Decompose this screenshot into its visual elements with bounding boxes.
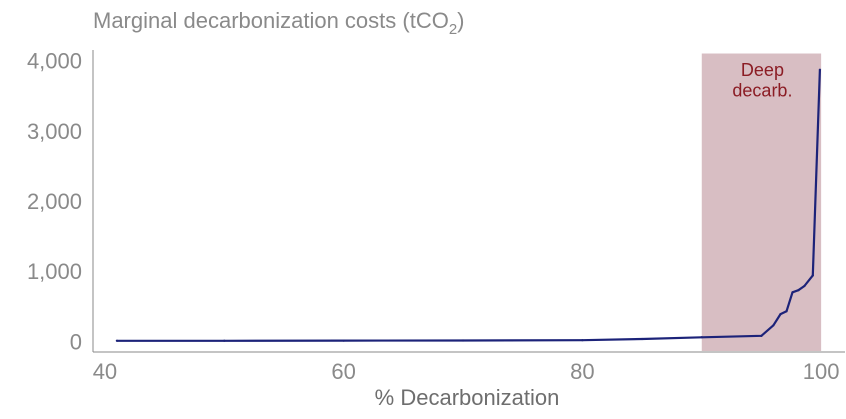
band-label-line2: decarb. — [732, 80, 792, 100]
y-tick-label: 2,000 — [27, 189, 82, 214]
data-point — [640, 337, 644, 341]
data-point — [811, 274, 814, 277]
data-point — [779, 312, 782, 316]
data-point — [700, 336, 703, 339]
deep-decarb-band — [701, 53, 822, 351]
y-tick-labels: 0 1,000 2,000 3,000 4,000 — [27, 49, 82, 355]
data-point — [760, 334, 763, 337]
data-point — [803, 284, 806, 288]
series-points — [115, 68, 822, 342]
data-point — [581, 339, 584, 342]
y-tick-label: 1,000 — [27, 259, 82, 284]
band-label-line1: Deep — [741, 60, 784, 80]
data-point — [818, 68, 822, 71]
data-point — [461, 339, 465, 342]
x-tick-label: 100 — [803, 359, 840, 384]
y-tick-label: 0 — [70, 329, 82, 354]
data-point — [115, 339, 118, 342]
title-subscript: 2 — [449, 21, 457, 38]
series-line — [116, 69, 821, 342]
x-tick-label: 60 — [331, 359, 355, 384]
data-point — [342, 339, 345, 342]
data-point — [223, 339, 226, 342]
data-point — [797, 289, 800, 292]
data-point — [791, 291, 794, 294]
chart-title: Marginal decarbonization costs (tCO2) — [93, 8, 465, 38]
title-close: ) — [457, 8, 464, 33]
data-point — [785, 310, 788, 313]
x-tick-label: 40 — [93, 359, 117, 384]
data-point — [772, 324, 775, 327]
y-tick-label: 3,000 — [27, 119, 82, 144]
x-tick-labels: 40 60 80 100 — [93, 359, 840, 384]
x-tick-label: 80 — [570, 359, 594, 384]
y-tick-label: 4,000 — [27, 49, 82, 74]
x-axis-label: % Decarbonization — [375, 385, 560, 410]
